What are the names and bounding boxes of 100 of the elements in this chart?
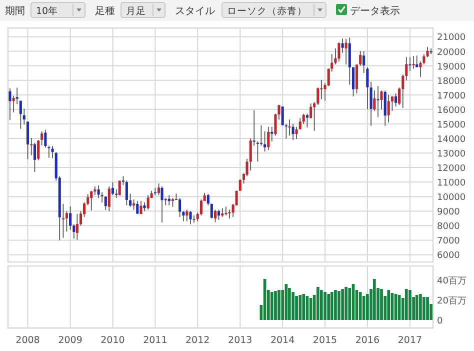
candlestick bbox=[104, 196, 107, 210]
candlestick bbox=[146, 194, 150, 210]
candlestick bbox=[30, 138, 33, 156]
bar bbox=[415, 295, 418, 320]
bar bbox=[341, 289, 344, 320]
candlestick bbox=[200, 199, 202, 216]
candlestick bbox=[16, 87, 18, 105]
candlestick bbox=[189, 210, 192, 225]
x-tick-label: 2013 bbox=[228, 335, 252, 346]
candlestick bbox=[136, 200, 139, 214]
bar bbox=[426, 297, 429, 320]
bar bbox=[316, 287, 320, 320]
y-tick-label: 6000 bbox=[437, 251, 460, 262]
x-tick-label: 2009 bbox=[58, 335, 82, 346]
candlestick bbox=[108, 186, 110, 212]
candlestick bbox=[306, 113, 308, 128]
bar bbox=[324, 292, 326, 320]
text: データ表示 bbox=[350, 5, 400, 17]
candlestick bbox=[359, 50, 362, 66]
y-tick-label: 12000 bbox=[437, 164, 466, 174]
candlestick bbox=[288, 119, 291, 136]
bar bbox=[330, 292, 334, 320]
candlestick bbox=[267, 126, 270, 151]
candlestick bbox=[129, 193, 132, 208]
y-tick-label: 20000 bbox=[437, 48, 466, 58]
y-tick-label: 19000 bbox=[437, 62, 466, 72]
candlestick bbox=[26, 121, 30, 160]
candlestick bbox=[341, 38, 344, 54]
candlestick bbox=[426, 46, 429, 58]
candlestick bbox=[408, 56, 412, 72]
candlestick bbox=[376, 86, 380, 118]
candlestick bbox=[111, 182, 114, 196]
candlestick bbox=[224, 206, 228, 216]
x-tick-label: 2014 bbox=[270, 335, 295, 346]
x-tick-label: 2017 bbox=[398, 335, 422, 346]
candlestick bbox=[65, 210, 68, 232]
bar bbox=[295, 296, 298, 320]
candlestick bbox=[37, 140, 40, 161]
candlestick bbox=[412, 56, 415, 70]
candlestick bbox=[260, 124, 262, 146]
y-tick-label: 18000 bbox=[437, 76, 466, 87]
candlestick bbox=[125, 180, 128, 206]
y-tick-label: 11000 bbox=[437, 178, 466, 189]
bar bbox=[422, 297, 426, 320]
bar bbox=[292, 292, 294, 320]
bar bbox=[419, 294, 422, 320]
candlestick bbox=[118, 180, 121, 196]
y-tick-label: 21000 bbox=[437, 33, 466, 44]
candlestick bbox=[154, 187, 156, 196]
text: 月足 bbox=[126, 6, 146, 17]
bar bbox=[404, 289, 408, 320]
bar bbox=[408, 290, 412, 320]
candlestick bbox=[69, 206, 72, 230]
candlestick bbox=[217, 209, 220, 220]
y-tick-label: 40百万 bbox=[437, 276, 466, 286]
candlestick bbox=[186, 209, 188, 222]
bar bbox=[348, 288, 352, 320]
y-tick-label: 0 bbox=[437, 316, 443, 326]
x-tick-label: 2012 bbox=[186, 335, 210, 346]
bar bbox=[380, 289, 383, 320]
candlestick bbox=[292, 123, 294, 141]
candlestick bbox=[370, 81, 372, 126]
candlestick bbox=[214, 209, 217, 223]
candlestick bbox=[97, 185, 100, 198]
candlestick bbox=[256, 140, 259, 162]
y-tick-label: 8000 bbox=[437, 222, 460, 232]
y-tick-label: 14000 bbox=[437, 134, 466, 145]
candlestick bbox=[90, 190, 93, 211]
candlestick bbox=[264, 130, 266, 152]
text: スタイル bbox=[175, 6, 215, 17]
bar bbox=[302, 294, 306, 320]
y-tick-label: 20百万 bbox=[437, 296, 466, 306]
candlestick bbox=[178, 198, 182, 218]
candlestick bbox=[210, 203, 213, 219]
candlestick bbox=[238, 178, 242, 192]
candlestick bbox=[160, 186, 164, 223]
y-tick-label: 15000 bbox=[437, 120, 466, 130]
bar bbox=[344, 287, 348, 320]
x-tick-label: 2008 bbox=[16, 335, 40, 346]
text: 10年 bbox=[36, 5, 58, 17]
y-tick-label: 9000 bbox=[437, 208, 460, 218]
candlestick bbox=[44, 129, 47, 148]
bar bbox=[334, 290, 337, 320]
candlestick bbox=[384, 90, 386, 126]
candlestick bbox=[310, 103, 312, 119]
bar bbox=[270, 292, 274, 320]
text: 足種 bbox=[95, 6, 115, 17]
bar bbox=[358, 292, 362, 320]
candlestick bbox=[8, 88, 12, 121]
candlestick bbox=[338, 42, 340, 62]
candlestick bbox=[387, 94, 390, 123]
candlestick bbox=[33, 142, 36, 172]
bar bbox=[338, 291, 340, 320]
bar bbox=[288, 288, 291, 320]
candlestick bbox=[320, 79, 323, 100]
candlestick bbox=[40, 130, 44, 146]
candlestick bbox=[221, 208, 224, 218]
y-tick-label: 10000 bbox=[437, 193, 466, 204]
bar bbox=[320, 290, 323, 320]
candlestick bbox=[390, 96, 394, 112]
